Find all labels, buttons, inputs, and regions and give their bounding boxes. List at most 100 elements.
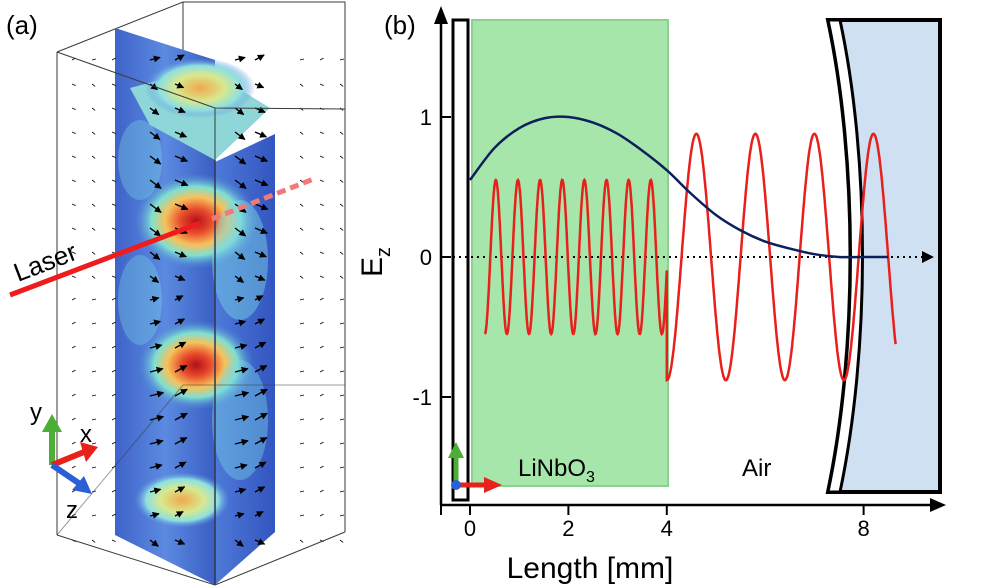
field-arrow	[91, 275, 96, 279]
field-arrow	[91, 155, 96, 159]
field-arrow	[254, 318, 266, 325]
field-arrow	[254, 461, 267, 469]
field-arrow	[254, 131, 268, 138]
field-arrow	[174, 251, 187, 258]
field-arrow	[299, 370, 304, 373]
panel-a: (a)	[6, 1, 346, 586]
field-arrow	[71, 155, 76, 158]
field-arrow	[339, 298, 344, 301]
field-arrow	[149, 131, 161, 141]
field-arrow	[111, 57, 116, 61]
field-arrow	[234, 487, 247, 495]
field-arrow	[91, 418, 96, 421]
field-arrow	[319, 513, 324, 517]
field-arrow	[71, 131, 76, 134]
field-arrow	[149, 295, 160, 303]
field-arrow	[299, 346, 304, 349]
field-arrow	[71, 417, 76, 421]
field-arrow	[149, 319, 162, 327]
field-arrow	[111, 345, 116, 349]
vector-field-arrows	[71, 54, 344, 547]
axes-b	[434, 6, 946, 512]
field-arrow	[319, 131, 324, 134]
field-arrow	[149, 366, 164, 374]
field-arrow	[339, 466, 344, 469]
field-arrow	[234, 131, 246, 141]
field-arrow	[174, 538, 186, 545]
field-arrow	[234, 155, 247, 165]
field-arrow	[91, 394, 96, 397]
field-arrow	[339, 155, 344, 159]
field-arrow	[319, 179, 324, 182]
field-arrow	[339, 227, 344, 231]
field-arrow	[149, 251, 161, 260]
field-arrow	[149, 539, 159, 547]
y-tick-label: -1	[412, 385, 432, 410]
axis-triad-a: y x z	[30, 399, 98, 524]
x-tick-label: 4	[661, 516, 673, 541]
slab-back	[115, 28, 215, 585]
panel-b: (b) 0 2 4 8 1 0 -1 LiNbO3 Air Ez Length [mm]	[356, 6, 946, 585]
field-arrow	[174, 106, 186, 114]
field-arrow	[254, 510, 264, 518]
field-arrow	[71, 321, 76, 325]
field-arrow	[71, 441, 76, 445]
field-arrow	[299, 131, 304, 135]
field-arrow	[319, 251, 324, 254]
field-arrow	[174, 510, 184, 518]
field-arrow	[174, 81, 185, 89]
field-arrow	[174, 341, 187, 349]
field-arrow	[299, 203, 304, 207]
field-arrow	[254, 436, 268, 445]
field-arrow	[254, 341, 267, 349]
field-arrow	[91, 179, 96, 183]
field-arrow	[91, 442, 96, 445]
field-arrow	[299, 227, 304, 231]
input-mirror	[451, 18, 470, 502]
field-arrow	[91, 131, 96, 135]
field-arrow	[319, 465, 324, 469]
field-arrow	[111, 275, 116, 278]
panel-b-label: (b)	[384, 10, 416, 40]
field-arrow	[91, 298, 96, 301]
field-arrow	[339, 58, 344, 61]
field-arrow	[234, 438, 249, 446]
field-arrow	[174, 203, 189, 211]
field-arrow	[91, 370, 96, 373]
box-front-edges	[56, 51, 346, 586]
field-arrow	[71, 393, 76, 397]
field-arrow	[91, 203, 96, 207]
field-arrow	[234, 366, 249, 374]
x-axis-arrow	[50, 449, 86, 468]
field-arrow	[339, 514, 344, 517]
field-arrow	[339, 275, 344, 279]
field-arrow	[299, 298, 304, 301]
field-arrow	[299, 251, 304, 255]
field-arrow	[299, 179, 304, 183]
field-arrow	[91, 107, 96, 111]
field-arrow	[299, 466, 304, 469]
field-arrow	[319, 57, 324, 61]
field-arrow	[234, 227, 247, 237]
field-arrow	[319, 321, 324, 325]
series-envelope	[469, 115, 889, 259]
field-arrow	[319, 393, 324, 397]
field-arrow	[254, 155, 269, 162]
field-arrow	[234, 539, 244, 547]
field-arrow	[91, 514, 96, 517]
field-arrow	[339, 322, 344, 325]
field-arrow	[174, 436, 188, 445]
field-arrow	[254, 364, 268, 373]
field-arrow	[149, 487, 162, 495]
field-arrow	[174, 295, 184, 302]
field-arrow	[91, 251, 96, 255]
laser-beam-dashed	[211, 175, 317, 222]
field-arrow	[71, 345, 76, 349]
field-arrow	[174, 274, 186, 281]
field-arrow	[299, 442, 304, 445]
field-arrow	[299, 275, 304, 279]
field-arrow	[299, 418, 304, 421]
field-arrow	[254, 274, 266, 281]
field-arrow	[111, 513, 116, 517]
